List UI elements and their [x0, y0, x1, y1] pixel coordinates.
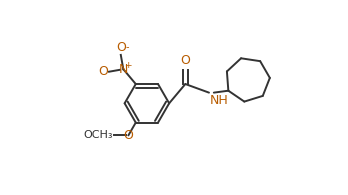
Text: +: +	[124, 61, 131, 70]
Text: NH: NH	[210, 94, 229, 107]
Text: OCH₃: OCH₃	[84, 130, 113, 140]
Text: -: -	[125, 43, 128, 53]
Text: O: O	[124, 129, 133, 142]
Text: O: O	[98, 65, 108, 78]
Text: O: O	[116, 41, 126, 54]
Text: N: N	[119, 63, 128, 76]
Text: O: O	[180, 54, 190, 67]
